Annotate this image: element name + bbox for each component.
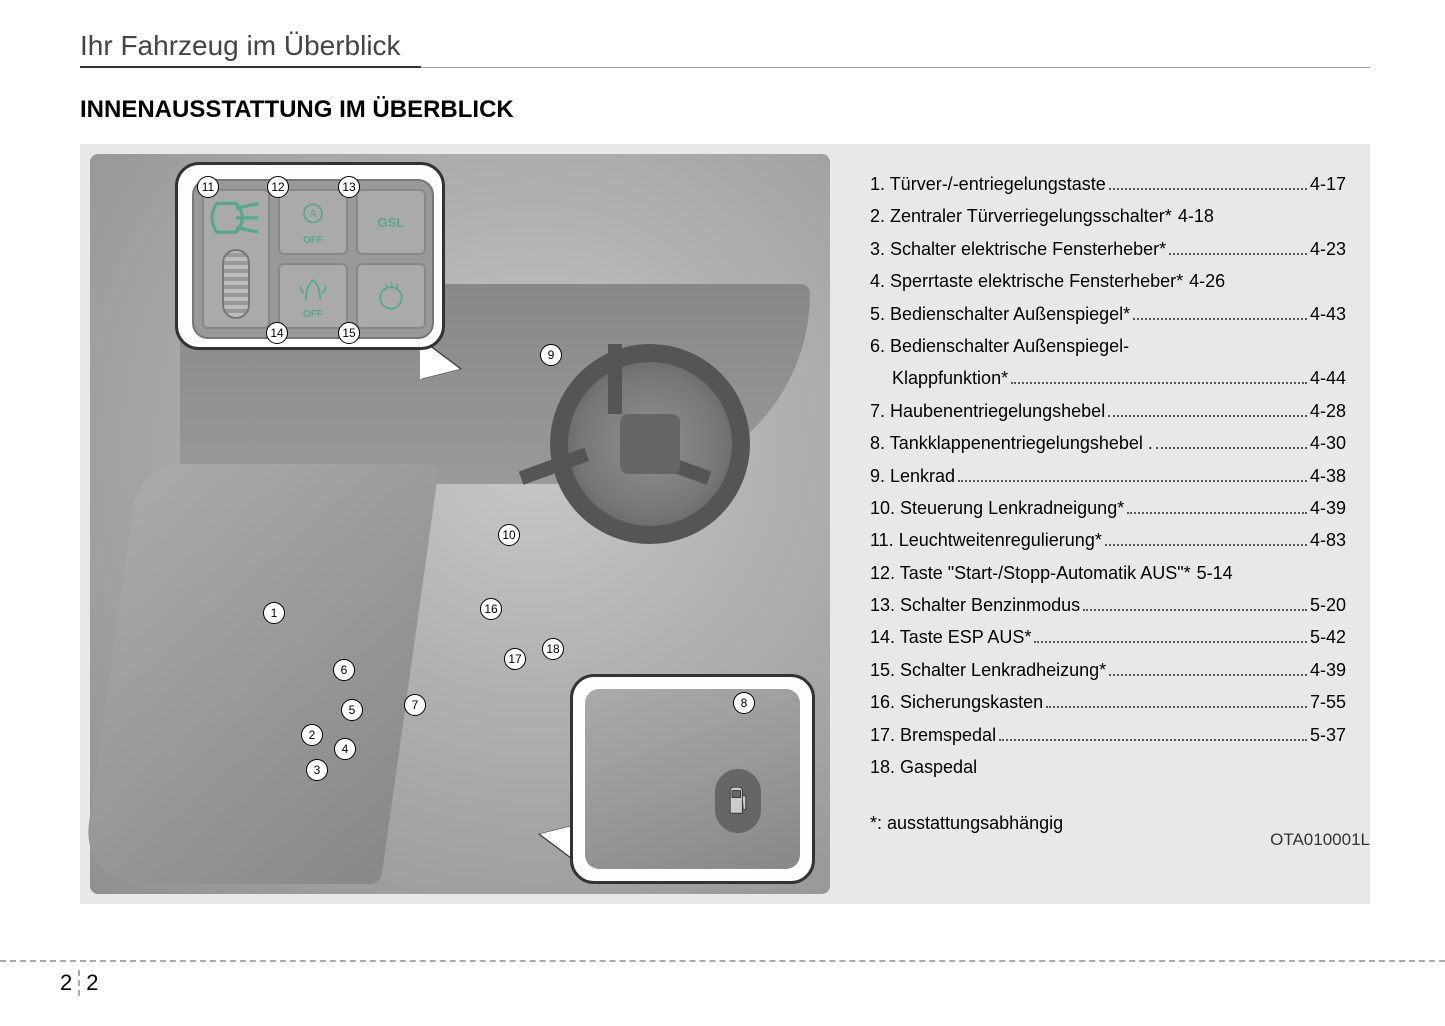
esp-off-button: OFF: [278, 263, 348, 329]
callout-13: 13: [338, 176, 360, 198]
legend-item: 6. Bedienschalter Außenspiegel-Klappfunk…: [870, 330, 1346, 395]
legend-item: 8. Tankklappenentriegelungshebel .4-30: [870, 427, 1346, 459]
content-box: A OFF GSL OFF: [80, 144, 1370, 904]
legend-item: 2. Zentraler Türverriegelungsschalter* 4…: [870, 200, 1346, 232]
callout-6: 6: [333, 659, 355, 681]
callout-14: 14: [266, 322, 288, 344]
fuel-inset-bg: [585, 689, 800, 869]
legend-item: 14. Taste ESP AUS*5-42: [870, 621, 1346, 653]
fuel-pump-icon: [725, 783, 751, 819]
callout-17: 17: [504, 648, 526, 670]
level-dial: [222, 249, 250, 319]
interior-illustration: A OFF GSL OFF: [80, 144, 840, 904]
switch-panel: A OFF GSL OFF: [192, 179, 434, 339]
legend-item: 5. Bedienschalter Außenspiegel*4-43: [870, 298, 1346, 330]
callout-7: 7: [404, 694, 426, 716]
steering-heat-icon: [373, 278, 409, 314]
legend-list: 1. Türver-/-entriegelungstaste4-172. Zen…: [840, 144, 1370, 904]
callout-12: 12: [267, 176, 289, 198]
fuel-release-inset: [570, 674, 815, 884]
legend-item: 3. Schalter elektrische Fensterheber*4-2…: [870, 233, 1346, 265]
legend-item: 1. Türver-/-entriegelungstaste4-17: [870, 168, 1346, 200]
callout-11: 11: [197, 176, 219, 198]
isg-icon: A: [295, 199, 331, 235]
legend-item: 10. Steuerung Lenkradneigung*4-39: [870, 492, 1346, 524]
callout-10: 10: [498, 524, 520, 546]
legend-item: 16. Sicherungskasten7-55: [870, 686, 1346, 718]
page-title: INNENAUSSTATTUNG IM ÜBERBLICK: [80, 96, 1370, 124]
page-footer-rule: [0, 960, 1445, 962]
door-panel: [80, 464, 439, 884]
gsl-button: GSL: [356, 189, 426, 255]
callout-5: 5: [341, 699, 363, 721]
legend-item: 9. Lenkrad4-38: [870, 460, 1346, 492]
callout-15: 15: [338, 322, 360, 344]
legend-item: 12. Taste "Start-/Stopp-Automatik AUS"* …: [870, 557, 1346, 589]
image-code: OTA010001L: [1270, 830, 1370, 850]
headlight-level-dial: [202, 189, 270, 329]
isg-off-button: A OFF: [278, 189, 348, 255]
legend-item: 7. Haubenentriegelungshebel4-28: [870, 395, 1346, 427]
steering-hub: [620, 414, 680, 474]
callout-9: 9: [540, 344, 562, 366]
legend-item: 17. Bremspedal5-37: [870, 719, 1346, 751]
svg-text:A: A: [309, 208, 317, 220]
headlight-icon: [204, 197, 268, 239]
fuel-release-button: [715, 769, 761, 833]
callout-16: 16: [480, 598, 502, 620]
legend-item: 11. Leuchtweitenregulierung*4-83: [870, 524, 1346, 556]
steering-wheel: [550, 344, 750, 544]
callout-4: 4: [334, 738, 356, 760]
callout-1: 1: [263, 602, 285, 624]
esp-icon: [295, 273, 331, 309]
callout-3: 3: [306, 759, 328, 781]
callout-8: 8: [733, 692, 755, 714]
legend-item: 4. Sperrtaste elektrische Fensterheber* …: [870, 265, 1346, 297]
page-number: 2 2: [60, 970, 99, 996]
legend-item: 18. Gaspedal: [870, 751, 1346, 783]
callout-18: 18: [542, 638, 564, 660]
legend-item: 13. Schalter Benzinmodus5-20: [870, 589, 1346, 621]
steering-heat-button: [356, 263, 426, 329]
legend-item: 15. Schalter Lenkradheizung*4-39: [870, 654, 1346, 686]
section-header: Ihr Fahrzeug im Überblick: [80, 30, 421, 68]
callout-2: 2: [301, 724, 323, 746]
